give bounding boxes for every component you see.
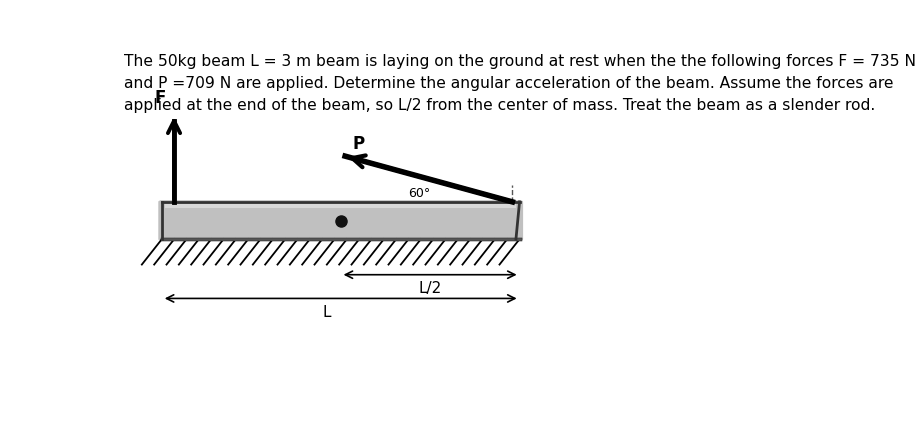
- Text: L: L: [322, 305, 330, 320]
- Bar: [165, 204, 516, 208]
- Text: F: F: [155, 89, 166, 107]
- FancyBboxPatch shape: [159, 200, 523, 241]
- Text: L/2: L/2: [418, 282, 442, 297]
- Text: The 50kg beam L = 3 m beam is laying on the ground at rest when the the followin: The 50kg beam L = 3 m beam is laying on …: [124, 55, 916, 113]
- Text: P: P: [353, 135, 365, 153]
- Text: 60°: 60°: [408, 187, 430, 200]
